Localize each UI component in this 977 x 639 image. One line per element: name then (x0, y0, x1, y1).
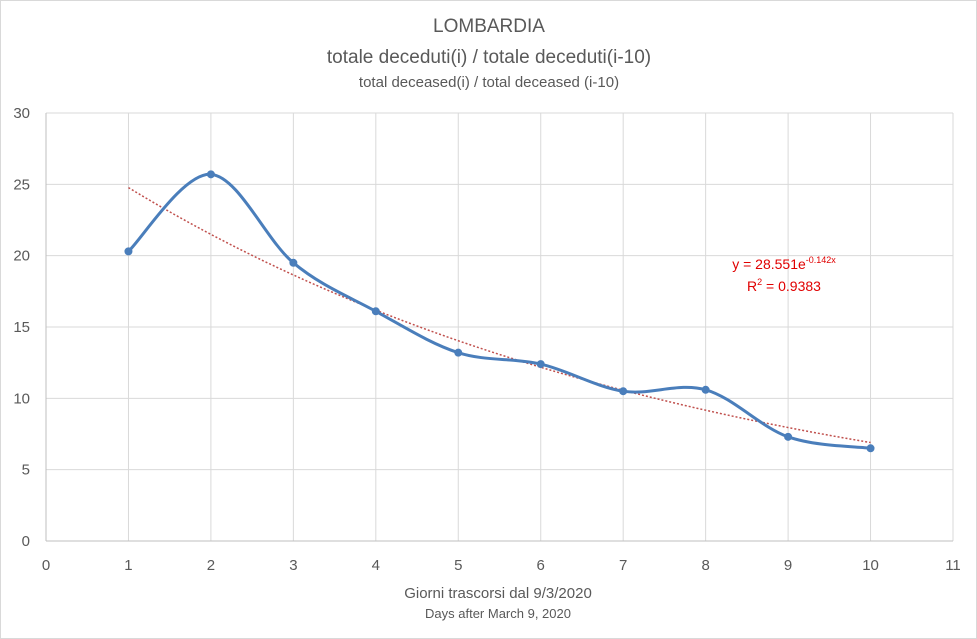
chart-title: LOMBARDIA (433, 16, 545, 37)
trendline-layer (128, 186, 871, 444)
trendline (128, 186, 871, 444)
r2-prefix: R (747, 278, 757, 294)
x-tick-label: 3 (289, 557, 297, 574)
y-tick-label: 30 (13, 105, 30, 122)
y-tick-label: 0 (22, 533, 30, 550)
data-point (784, 432, 793, 441)
x-tick-label: 0 (42, 557, 50, 574)
x-tick-label: 4 (372, 557, 380, 574)
data-point (124, 247, 133, 256)
y-tick-label: 20 (13, 248, 30, 265)
data-point (289, 258, 298, 267)
r2-exponent: 2 (757, 277, 762, 287)
data-point (701, 385, 710, 394)
data-point (619, 387, 628, 396)
x-axis-label: Giorni trascorsi dal 9/3/2020 (404, 585, 592, 602)
data-point (371, 307, 380, 316)
y-tick-label: 25 (13, 176, 30, 193)
x-tick-label: 9 (784, 557, 792, 574)
x-tick-label: 11 (945, 557, 961, 574)
r-squared-label: R2 = 0.9383 (747, 277, 821, 294)
grid-layer (46, 112, 954, 541)
r2-value: = 0.9383 (762, 278, 821, 294)
x-tick-label: 6 (537, 557, 545, 574)
equation-exponent: -0.142x (806, 255, 837, 265)
x-tick-label: 8 (701, 557, 709, 574)
data-point (206, 170, 215, 179)
axis-layer: 0 5 10 15 20 25 30 0 1 2 3 4 5 6 7 8 9 10 11 (13, 105, 960, 574)
trendline-equation: y = 28.551e-0.142x (732, 255, 836, 272)
x-tick-label: 10 (862, 557, 879, 574)
x-tick-label: 5 (454, 557, 462, 574)
series-line (126, 172, 873, 450)
chart-subtitle: totale deceduti(i) / totale deceduti(i-1… (327, 47, 651, 68)
y-tick-label: 5 (22, 462, 30, 479)
x-tick-label: 2 (207, 557, 215, 574)
chart-subtitle-english: total deceased(i) / total deceased (i-10… (359, 74, 619, 91)
x-tick-label: 7 (619, 557, 627, 574)
data-point (866, 444, 875, 453)
data-point (536, 360, 545, 369)
data-point (454, 348, 463, 357)
series-layer (124, 170, 875, 453)
y-tick-label: 15 (13, 319, 30, 336)
x-tick-label: 1 (124, 557, 132, 574)
equation-prefix: y = 28.551e (732, 256, 806, 272)
x-axis-label-english: Days after March 9, 2020 (425, 606, 571, 621)
y-tick-label: 10 (13, 390, 30, 407)
